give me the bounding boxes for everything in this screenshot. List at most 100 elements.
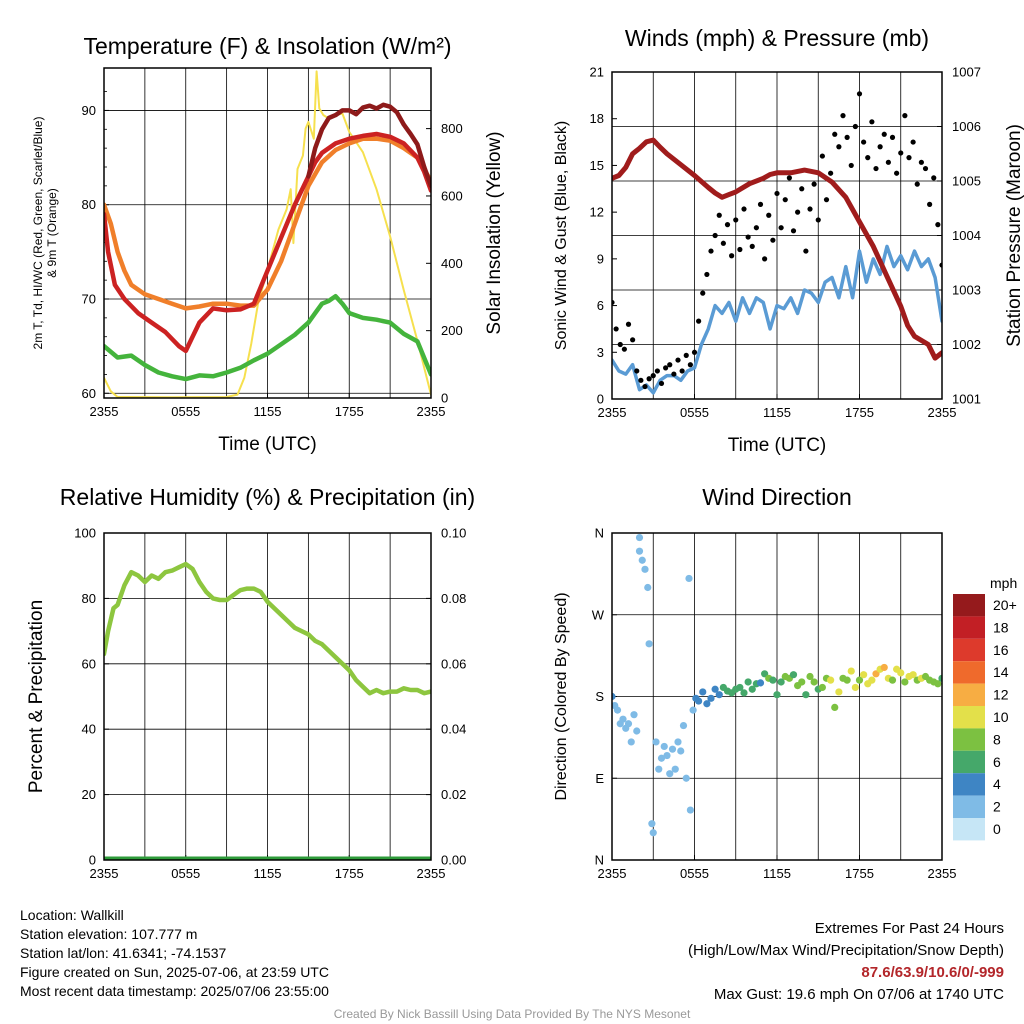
- x-tick-label: 0555: [171, 404, 200, 419]
- y-tick-label: 6: [597, 298, 604, 313]
- direction-point: [679, 721, 688, 730]
- gust-point: [844, 134, 850, 140]
- gust-point: [766, 212, 772, 218]
- direction-point: [627, 738, 635, 746]
- series-rh-line: [104, 561, 431, 696]
- gust-point: [914, 181, 920, 187]
- gust-point: [700, 290, 706, 296]
- series-wind-line: [612, 244, 942, 395]
- gust-point: [704, 271, 710, 278]
- direction-point: [860, 671, 868, 679]
- y2-tick-label: 400: [441, 256, 463, 271]
- legend-swatch: [953, 616, 985, 639]
- direction-point: [649, 829, 657, 837]
- gust-point: [638, 377, 644, 383]
- gust-point: [749, 243, 755, 249]
- gust-point: [832, 131, 838, 137]
- plot-frame: [103, 532, 432, 861]
- direction-point: [868, 676, 876, 684]
- y2-tick-label: 1002: [952, 337, 981, 352]
- direction-point: [827, 676, 835, 684]
- legend-label: 4: [993, 776, 1001, 792]
- y2-tick-label: 0.00: [441, 853, 466, 868]
- legend-swatch: [953, 750, 985, 774]
- gust-point: [873, 165, 879, 172]
- gust-point: [712, 232, 718, 239]
- gust-point: [683, 352, 689, 358]
- chart-panel-2: 2355 0555 1155 1755 235503691215182110011002…: [553, 25, 1024, 456]
- gust-point: [885, 159, 891, 165]
- gust-point: [807, 206, 813, 212]
- y-tick-label: 80: [82, 591, 96, 606]
- chart-title: Wind Direction: [702, 484, 852, 510]
- gust-point: [856, 91, 863, 97]
- gust-point: [654, 368, 660, 374]
- gust-point: [877, 144, 883, 150]
- direction-point: [789, 671, 798, 679]
- direction-point: [648, 820, 656, 828]
- max-gust-text: Max Gust: 19.6 mph On 07/06 at 1740 UTC: [713, 986, 1004, 1003]
- direction-point: [934, 680, 942, 688]
- y-tick-label: 9: [597, 251, 604, 266]
- legend-label: 6: [993, 754, 1001, 770]
- y2-tick-label: 600: [441, 188, 463, 203]
- y2-tick-label: 0.10: [441, 526, 466, 541]
- legend-label: 10: [993, 709, 1009, 725]
- y-tick-label: 80: [82, 197, 96, 212]
- y-tick-label: 100: [74, 526, 96, 541]
- gust-point: [617, 341, 623, 348]
- gust-point: [696, 318, 702, 324]
- legend-swatch: [953, 661, 985, 684]
- direction-point: [736, 683, 744, 692]
- chart-title: Temperature (F) & Insolation (W/m²): [83, 33, 451, 59]
- x-tick-label: 2355: [598, 405, 627, 420]
- direction-point: [644, 583, 652, 592]
- x-tick-label: 1155: [763, 866, 791, 881]
- gust-point: [720, 240, 726, 246]
- gust-point: [931, 175, 937, 181]
- y-tick-label: 21: [590, 65, 604, 80]
- y-tick-label: 0: [597, 392, 604, 407]
- plot-area: [612, 91, 942, 395]
- direction-point: [909, 671, 917, 679]
- legend-swatch: [953, 773, 985, 796]
- direction-point: [677, 747, 685, 755]
- gust-point: [795, 209, 801, 215]
- x-axis-label: Time (UTC): [218, 434, 317, 455]
- gust-point: [634, 368, 640, 374]
- series-solar-line: [104, 70, 431, 398]
- x-tick-label: 2355: [928, 405, 957, 420]
- legend-label: 12: [993, 687, 1009, 703]
- y-tick-label: 60: [82, 656, 96, 671]
- direction-point: [810, 678, 818, 686]
- gust-point: [799, 186, 805, 192]
- gust-point: [894, 170, 900, 176]
- x-tick-label: 2355: [928, 866, 957, 881]
- extremes-values: 87.6/63.9/10.6/0/-999: [861, 964, 1004, 981]
- gust-point: [852, 123, 858, 130]
- direction-point: [638, 556, 646, 564]
- legend-label: 2: [993, 799, 1001, 815]
- gust-point: [687, 362, 693, 368]
- direction-point: [685, 574, 693, 583]
- y2-tick-label: 1004: [952, 228, 981, 243]
- gust-point: [815, 217, 821, 223]
- gust-point: [675, 357, 681, 363]
- y-axis-label: Sonic Wind & Gust (Blue, Black): [553, 121, 570, 350]
- gust-point: [724, 222, 731, 228]
- elevation-text: Station elevation: 107.777 m: [20, 926, 198, 942]
- gust-point: [861, 139, 867, 145]
- gust-point: [782, 197, 788, 203]
- gust-point: [737, 246, 743, 253]
- gust-point: [918, 159, 924, 165]
- y-tick-label: S: [595, 689, 604, 704]
- x-tick-label: 1755: [845, 405, 874, 420]
- extremes-title: Extremes For Past 24 Hours: [814, 920, 1004, 937]
- extremes-info: Extremes For Past 24 Hours (High/Low/Max…: [688, 918, 1004, 1006]
- plot-frame: [611, 71, 943, 400]
- speed-legend: mph 20+ 18 16 14 12 10 8 6 4 2 0: [953, 575, 1017, 841]
- gust-point: [790, 228, 797, 234]
- gust-point: [663, 365, 669, 371]
- direction-point: [777, 678, 785, 686]
